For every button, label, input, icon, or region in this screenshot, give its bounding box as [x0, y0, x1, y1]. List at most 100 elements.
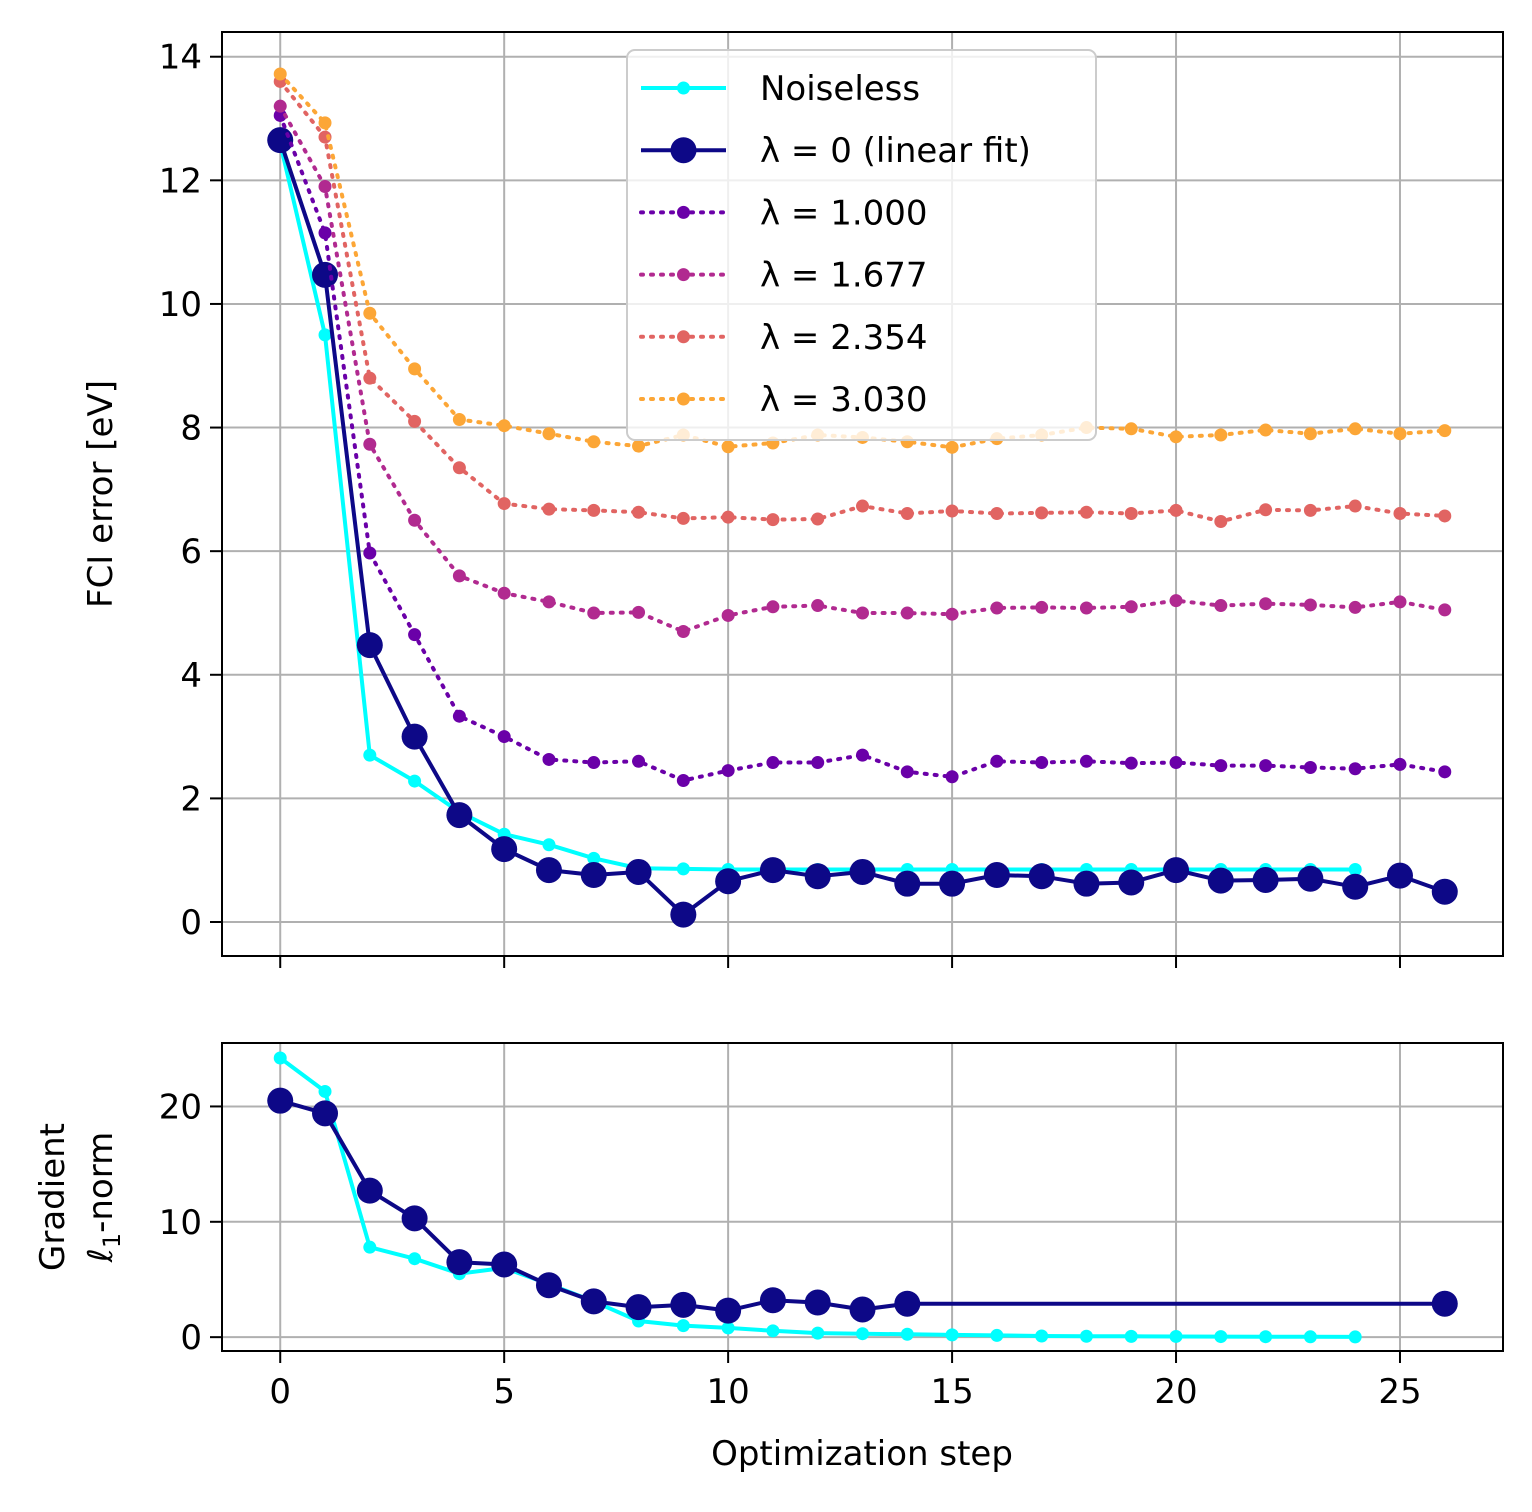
bottom-series-0-point	[1214, 1330, 1228, 1344]
top-series-2-point	[1214, 759, 1228, 773]
bottom-series-0-point	[900, 1327, 914, 1341]
top-series-5-point	[632, 439, 646, 453]
top-series-4-point	[1259, 503, 1273, 517]
top-series-1-point	[491, 836, 518, 863]
top-series-1-point	[1342, 873, 1369, 900]
bottom-series-1-point	[670, 1291, 697, 1318]
top-series-2-point	[1035, 756, 1049, 770]
bottom-series-1-point	[267, 1087, 294, 1114]
top-series-5-point	[1393, 427, 1407, 441]
bottom-series-0-point	[1079, 1329, 1093, 1343]
top-series-5-point	[721, 440, 735, 454]
top-series-3-point	[318, 180, 332, 194]
top-series-0-point	[363, 748, 377, 762]
top-series-1-point	[580, 862, 607, 889]
top-series-5-point	[363, 306, 377, 320]
bottom-ylabel-line1: Gradient	[33, 1123, 73, 1271]
top-series-4-point	[363, 371, 377, 385]
top-series-5-point	[542, 427, 556, 441]
top-series-3-point	[1259, 597, 1273, 611]
top-series-1-point	[670, 901, 697, 928]
top-series-5-point	[945, 440, 959, 454]
top-series-4-point	[452, 461, 466, 475]
bottom-series-1-point	[446, 1249, 473, 1276]
legend-label-0: Noiseless	[760, 69, 920, 109]
top-ylabel: FCI error [eV]	[81, 380, 121, 608]
top-series-3-point	[945, 607, 959, 621]
top-series-4-point	[1169, 503, 1183, 517]
top-series-5-point	[1438, 424, 1452, 438]
legend-label-2: λ = 1.000	[760, 193, 928, 233]
bottom-xlabel: Optimization step	[711, 1434, 1013, 1474]
top-series-1-point	[267, 127, 294, 154]
top-series-0-point	[542, 838, 556, 852]
top-series-3-point	[676, 625, 690, 639]
bottom-series-0-point	[363, 1240, 377, 1254]
top-ytick-label: 8	[180, 409, 202, 449]
top-series-2-point	[408, 628, 422, 642]
bottom-series-0-point	[1259, 1330, 1273, 1344]
bottom-series-0-point	[676, 1319, 690, 1333]
top-series-1-point	[356, 632, 383, 659]
top-series-0-point	[408, 774, 422, 788]
top-series-3-point	[632, 605, 646, 619]
top-series-5-point	[1348, 422, 1362, 436]
top-series-3-point	[363, 437, 377, 451]
top-series-1-point	[1207, 867, 1234, 894]
top-ytick-label: 14	[159, 38, 202, 78]
fci-error-panel: 0 2 4 6 8 10 12 14 FCI error [eV] Noiseless λ = …	[81, 31, 1504, 968]
top-series-4-point	[1214, 515, 1228, 529]
top-series-1-point	[1252, 866, 1279, 893]
bottom-ytick-label: 0	[180, 1318, 202, 1358]
top-series-3-point	[273, 99, 287, 113]
top-series-2-point	[990, 754, 1004, 768]
top-series-1-point	[939, 870, 966, 897]
top-series-2-point	[766, 756, 780, 770]
bottom-series-0-point	[1169, 1329, 1183, 1343]
legend-label-1: λ = 0 (linear fit)	[760, 131, 1031, 171]
top-series-5-point	[497, 419, 511, 433]
top-series-0-point	[1348, 862, 1362, 876]
top-series-4-point	[1393, 506, 1407, 520]
top-ytick-label: 6	[180, 532, 202, 572]
top-series-2-point	[676, 773, 690, 787]
top-series-5-point	[1169, 430, 1183, 444]
top-series-1-point	[1431, 878, 1458, 905]
top-series-4-point	[856, 499, 869, 513]
top-series-4-point	[408, 414, 422, 428]
top-series-1-point	[1163, 857, 1190, 884]
top-series-1-point	[1118, 869, 1145, 896]
top-series-3-point	[990, 601, 1004, 615]
top-series-5-point	[408, 362, 422, 376]
top-series-5-point	[318, 116, 332, 130]
top-series-5-point	[1124, 422, 1138, 436]
top-series-4-point	[1079, 505, 1093, 519]
top-series-2-point	[900, 765, 914, 779]
bottom-series-0-point	[1348, 1330, 1362, 1344]
bottom-series-1-point	[1431, 1290, 1458, 1317]
bottom-series-0-point	[1303, 1330, 1317, 1344]
bottom-series-0-point	[273, 1051, 287, 1065]
bottom-axes-frame	[221, 1042, 1504, 1352]
top-ytick-label: 12	[159, 161, 202, 201]
top-series-5-point	[1214, 428, 1228, 442]
top-series-4-point	[811, 512, 825, 526]
top-series-1-point	[312, 261, 339, 288]
top-ytick-label: 0	[180, 903, 202, 943]
legend-marker-4	[677, 330, 690, 344]
bottom-xtick-label: 15	[930, 1372, 973, 1412]
top-series-3-point	[1169, 594, 1183, 608]
top-series-2-point	[363, 546, 377, 560]
top-series-4-point	[1303, 503, 1317, 517]
bottom-series-1-point	[625, 1294, 652, 1321]
gradient-norm-panel: 0 5 10 15 20 25 0 10 20 Gradient ℓ1-norm Optimiz…	[33, 1042, 1504, 1474]
top-series-3-point	[1035, 600, 1049, 614]
ell-subscript: 1	[98, 1233, 126, 1248]
top-series-4-point	[632, 505, 646, 519]
top-series-4-point	[945, 504, 959, 518]
legend-box	[626, 49, 1097, 441]
top-series-3-point	[1393, 595, 1407, 609]
top-series-4-point	[542, 502, 556, 516]
top-series-5-point	[452, 413, 466, 427]
